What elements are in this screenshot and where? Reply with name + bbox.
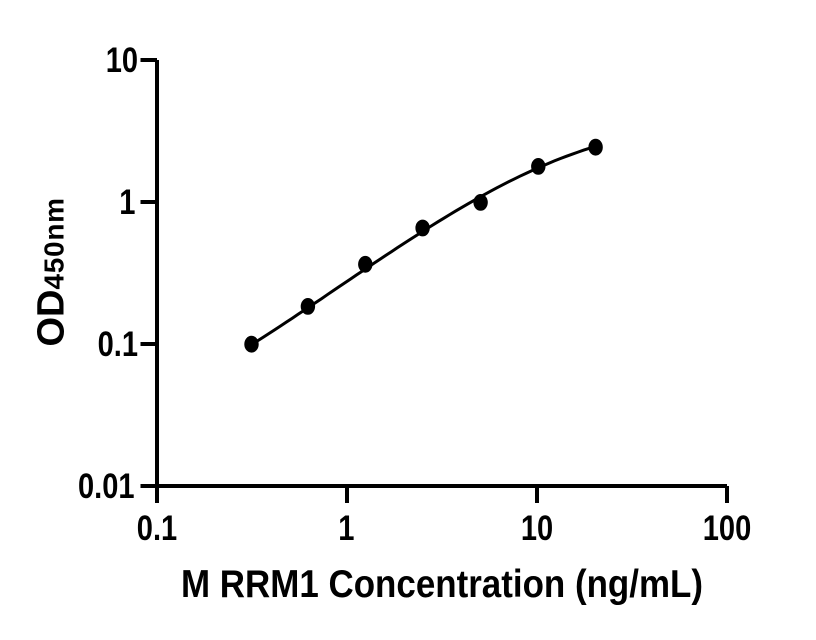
svg-text:0.1: 0.1 [137,509,177,548]
svg-text:1: 1 [338,509,354,548]
svg-text:10: 10 [521,509,553,548]
svg-text:10: 10 [106,41,138,80]
svg-text:0.01: 0.01 [78,467,135,506]
svg-text:OD450nm: OD450nm [31,197,73,346]
svg-text:0.1: 0.1 [98,325,138,364]
svg-text:100: 100 [703,509,752,548]
svg-text:M RRM1 Concentration (ng/mL): M RRM1 Concentration (ng/mL) [181,563,703,606]
svg-text:1: 1 [119,183,135,222]
